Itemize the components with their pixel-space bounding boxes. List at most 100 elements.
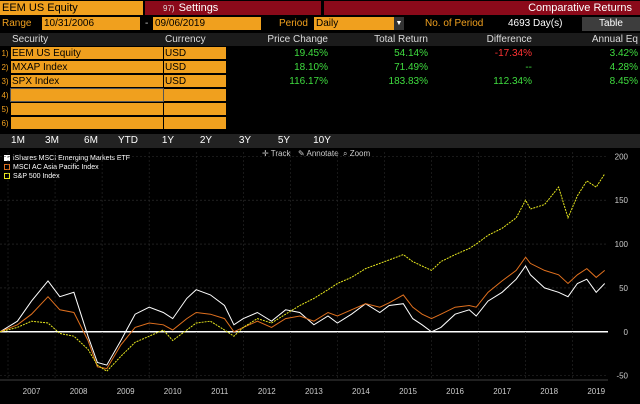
col-difference: Difference [486,34,532,45]
period-button-2y[interactable]: 2Y [199,135,213,146]
row-index: 2) [1,63,9,72]
track-tool[interactable]: ✛ Track [262,149,291,158]
currency-cell[interactable] [164,103,226,115]
currency-cell[interactable]: USD [164,75,226,87]
row-index: 4) [1,91,9,100]
range-bar: Range 10/31/2006 - 09/06/2019 Period Dai… [0,17,640,31]
x-tick-label: 2015 [399,387,417,396]
security-cell[interactable]: EEM US Equity [11,47,163,59]
legend-label: S&P 500 Index [13,173,60,180]
price-change-cell: 116.17% [289,76,328,87]
page-title: Comparative Returns [324,1,640,15]
period-label: Period [279,18,308,29]
annual-eq-cell: 8.45% [609,76,638,87]
table-row[interactable]: 3) SPX Index USD 116.17% 183.83% 112.34%… [0,75,640,88]
chevron-down-icon[interactable]: ▼ [394,17,404,30]
x-tick-label: 2007 [23,387,41,396]
table-row[interactable]: 6) [0,117,640,130]
x-tick-label: 2012 [258,387,276,396]
period-button-1m[interactable]: 1M [11,135,25,146]
annotate-tool[interactable]: ✎ Annotate [298,149,339,158]
legend-item-spx: S&P 500 Index [4,173,60,180]
price-change-cell: 18.10% [294,62,328,73]
legend-swatch [4,173,10,180]
x-tick-label: 2017 [493,387,511,396]
col-total-return: Total Return [374,34,428,45]
top-bar: EEM US Equity 97) Settings Comparative Re… [0,0,640,16]
num-period-label: No. of Period [425,18,484,29]
period-button-10y[interactable]: 10Y [313,135,331,146]
table-row[interactable]: 4) [0,88,640,102]
chart-area[interactable]: ✛ Track ✎ Annotate ⌕ Zoom iShares MSCI E… [0,148,640,404]
series-line-eem [0,265,606,366]
x-tick-label: 2009 [117,387,135,396]
period-bar: 1M 3M 6M YTD 1Y 2Y 3Y 5Y 10Y [0,134,640,148]
period-button-5y[interactable]: 5Y [277,135,291,146]
period-select[interactable]: Daily ▼ [314,17,404,30]
row-index: 1) [1,49,9,58]
y-tick-label: 200 [615,152,629,161]
row-index: 3) [1,77,9,86]
security-cell[interactable]: MXAP Index [11,61,163,73]
currency-cell[interactable]: USD [164,47,226,59]
end-date-input[interactable]: 09/06/2019 [153,17,261,30]
difference-cell: -17.34% [494,48,532,59]
security-input[interactable]: EEM US Equity [0,1,143,15]
security-cell[interactable]: SPX Index [11,75,163,87]
period-button-3m[interactable]: 3M [45,135,59,146]
table-row[interactable]: 5) [0,103,640,116]
period-button-3y[interactable]: 3Y [238,135,252,146]
settings-label: Settings [178,2,219,14]
chart-svg: -50 0 50 100 150 200 2007 2008 2009 2010 2011 2012 2… [0,152,629,396]
zoom-label: Zoom [349,149,371,158]
x-tick-label: 2014 [352,387,370,396]
start-date-input[interactable]: 10/31/2006 [42,17,140,30]
legend-item-eem: iShares MSCI Emerging Markets ETF [4,155,130,162]
table-row[interactable]: 1) EEM US Equity USD 19.45% 54.14% -17.3… [0,47,640,60]
difference-cell: -- [525,62,532,73]
period-button-1y[interactable]: 1Y [161,135,175,146]
legend-swatch [4,164,10,171]
table-header: Security Currency Price Change Total Ret… [0,33,640,46]
price-change-cell: 19.45% [294,48,328,59]
legend-label: iShares MSCI Emerging Markets ETF [13,155,131,162]
legend-label: MSCI AC Asia Pacific Index [13,164,99,171]
difference-cell: 112.34% [493,76,532,87]
annotate-label: Annotate [306,149,339,158]
x-tick-label: 2010 [164,387,182,396]
currency-cell[interactable] [164,89,226,101]
x-tick-label: 2019 [587,387,605,396]
table-row[interactable]: 2) MXAP Index USD 18.10% 71.49% -- 4.28% [0,61,640,74]
x-tick-label: 2008 [70,387,88,396]
security-cell[interactable] [11,117,163,129]
row-index: 5) [1,105,9,114]
security-cell[interactable] [11,103,163,115]
security-cell[interactable] [10,88,164,102]
currency-cell[interactable] [164,117,226,129]
annual-eq-cell: 3.42% [609,48,638,59]
period-button-ytd[interactable]: YTD [118,135,138,146]
table-button[interactable]: Table [582,17,640,31]
x-tick-label: 2013 [305,387,323,396]
y-tick-label: 150 [615,196,629,205]
track-label: Track [270,149,291,158]
settings-button[interactable]: 97) Settings [145,1,321,15]
row-index: 6) [1,119,9,128]
col-annual-eq: Annual Eq [591,34,638,45]
num-period-value: 4693 Day(s) [508,18,563,29]
total-return-cell: 54.14% [394,48,428,59]
period-value: Daily [316,18,339,29]
zoom-tool[interactable]: ⌕ Zoom [343,149,371,158]
y-tick-label: 0 [624,328,629,337]
col-price-change: Price Change [267,34,328,45]
range-label: Range [2,18,32,29]
settings-number: 97) [163,4,175,13]
range-dash: - [145,18,149,29]
y-tick-label: -50 [616,372,628,381]
col-currency: Currency [165,34,206,45]
total-return-cell: 71.49% [394,62,428,73]
period-button-6m[interactable]: 6M [84,135,98,146]
currency-cell[interactable]: USD [164,61,226,73]
x-tick-label: 2018 [540,387,558,396]
y-tick-label: 100 [615,240,629,249]
